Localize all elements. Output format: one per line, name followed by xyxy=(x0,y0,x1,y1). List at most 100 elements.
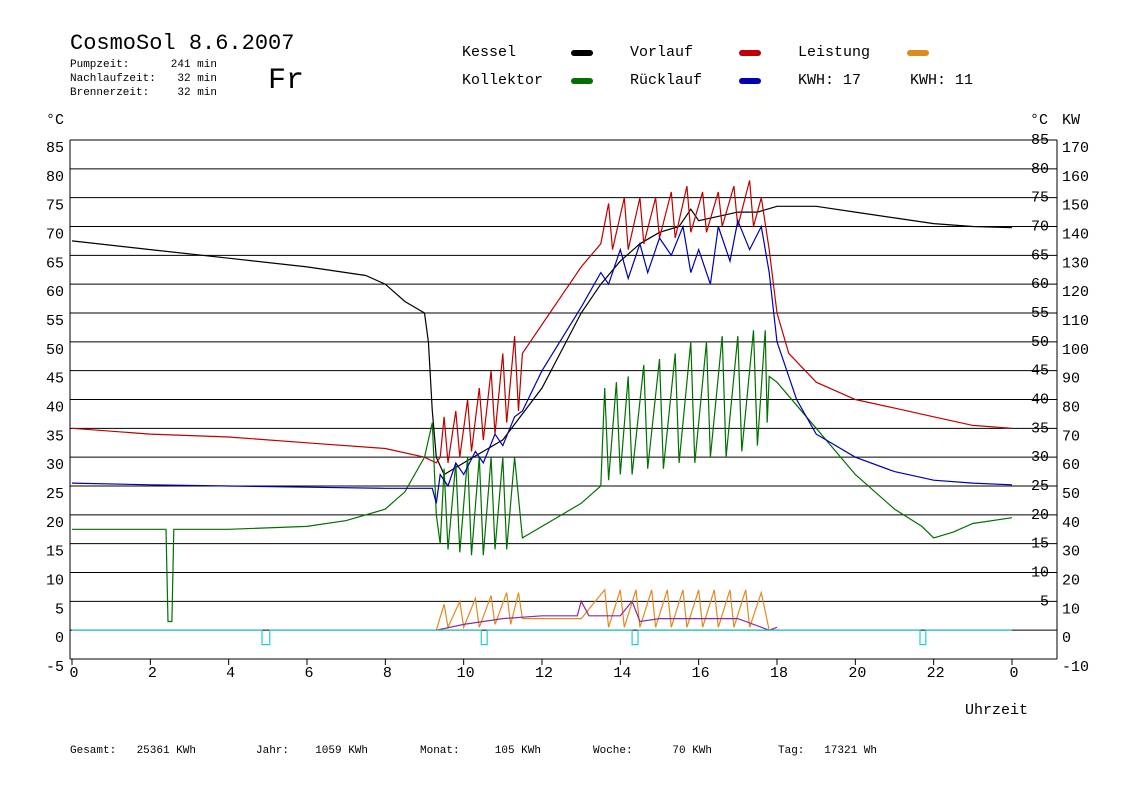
y2-tick-label: 80 xyxy=(1062,399,1080,416)
y2-tick-label: 140 xyxy=(1062,226,1089,243)
y2-tick-label: 30 xyxy=(1062,544,1080,561)
x-axis-label: Uhrzeit xyxy=(965,702,1028,719)
footer-label: Woche: xyxy=(593,745,633,757)
y2-unit: KW xyxy=(1062,112,1080,129)
y2-tick-label: 50 xyxy=(1062,486,1080,503)
y2-tick-label: 150 xyxy=(1062,198,1089,215)
weekday: Fr xyxy=(268,64,304,98)
y2-tick-label: 20 xyxy=(1062,572,1080,589)
y-right-tick-label: 80 xyxy=(1031,161,1049,178)
chart-title: CosmoSol 8.6.2007 xyxy=(70,31,294,56)
footer-value: 70 KWh xyxy=(672,745,712,757)
y-tick-label: 20 xyxy=(46,515,64,532)
y-right-tick-label: 70 xyxy=(1031,218,1049,235)
y-right-tick-label: 55 xyxy=(1031,305,1049,322)
y-tick-label: 75 xyxy=(46,198,64,215)
y-tick-label: 25 xyxy=(46,486,64,503)
series-line xyxy=(71,218,1013,504)
x-tick-label: 18 xyxy=(770,665,788,682)
x-tick-label: 10 xyxy=(457,665,475,682)
y-right-tick-label: 35 xyxy=(1031,420,1049,437)
info-label: Nachlaufzeit: xyxy=(70,73,156,85)
y-right-tick-label: 15 xyxy=(1031,536,1049,553)
legend-label: Leistung xyxy=(798,44,870,61)
y-tick-label: 70 xyxy=(46,226,64,243)
y-tick-label: 60 xyxy=(46,284,64,301)
x-tick-label: 4 xyxy=(226,665,235,682)
y-right-tick-label: 30 xyxy=(1031,449,1049,466)
series-line xyxy=(71,180,1013,464)
y-right-tick-label: 10 xyxy=(1031,564,1049,581)
x-tick-label: 0 xyxy=(69,665,78,682)
y2-tick-label: 160 xyxy=(1062,169,1089,186)
footer-label: Monat: xyxy=(420,745,460,757)
footer-value: 105 KWh xyxy=(495,745,541,757)
info-value: 32 min xyxy=(177,73,217,85)
y-tick-label: 80 xyxy=(46,169,64,186)
y-right-tick-label: 25 xyxy=(1031,478,1049,495)
y-right-tick-label: 65 xyxy=(1031,247,1049,264)
y-tick-label: 5 xyxy=(55,601,64,618)
footer-value: 17321 Wh xyxy=(824,745,877,757)
x-tick-label: 22 xyxy=(927,665,945,682)
x-tick-label: 0 xyxy=(1009,665,1018,682)
y2-tick-label: 110 xyxy=(1062,313,1089,330)
info-value: 32 min xyxy=(177,87,217,99)
y2-tick-label: 0 xyxy=(1062,630,1071,647)
footer-label: Gesamt: xyxy=(70,745,116,757)
info-label: Brennerzeit: xyxy=(70,87,149,99)
y-right-tick-label: 20 xyxy=(1031,507,1049,524)
y-right-tick-label: 50 xyxy=(1031,334,1049,351)
y-tick-label: 85 xyxy=(46,140,64,157)
y-tick-label: 45 xyxy=(46,371,64,388)
y-tick-label: -5 xyxy=(46,659,64,676)
y2-tick-label: 60 xyxy=(1062,457,1080,474)
series-line xyxy=(435,588,770,631)
x-tick-label: 14 xyxy=(613,665,631,682)
y-right-tick-label: 85 xyxy=(1031,132,1049,149)
series-line xyxy=(72,330,1013,623)
y-right-tick-label: 40 xyxy=(1031,391,1049,408)
y2-tick-label: 40 xyxy=(1062,515,1080,532)
y-tick-label: 0 xyxy=(55,630,64,647)
x-tick-label: 2 xyxy=(148,665,157,682)
footer-label: Jahr: xyxy=(256,745,289,757)
y-tick-label: 30 xyxy=(46,457,64,474)
y2-tick-label: 170 xyxy=(1062,140,1089,157)
info-value: 241 min xyxy=(171,59,217,71)
y-tick-label: 10 xyxy=(46,572,64,589)
kwh-label: KWH: 11 xyxy=(910,72,973,89)
y-right-tick-label: 45 xyxy=(1031,363,1049,380)
kwh-label: KWH: 17 xyxy=(798,72,861,89)
x-tick-label: 16 xyxy=(692,665,710,682)
y-tick-label: 65 xyxy=(46,255,64,272)
y-tick-label: 55 xyxy=(46,313,64,330)
x-tick-label: 8 xyxy=(383,665,392,682)
y-right-tick-label: 75 xyxy=(1031,190,1049,207)
footer-value: 25361 KWh xyxy=(137,745,196,757)
y-right-tick-label: 5 xyxy=(1040,593,1049,610)
y-tick-label: 40 xyxy=(46,399,64,416)
x-tick-label: 6 xyxy=(304,665,313,682)
footer-value: 1059 KWh xyxy=(315,745,368,757)
y2-tick-label: 90 xyxy=(1062,371,1080,388)
footer-label: Tag: xyxy=(778,745,804,757)
y-tick-label: 50 xyxy=(46,342,64,359)
x-tick-label: 20 xyxy=(848,665,866,682)
info-label: Pumpzeit: xyxy=(70,59,129,71)
series-line xyxy=(71,205,1013,476)
legend-label: Rücklauf xyxy=(630,72,702,89)
y2-tick-label: 70 xyxy=(1062,428,1080,445)
legend-label: Kessel xyxy=(462,44,516,61)
y-tick-label: 35 xyxy=(46,428,64,445)
series-line xyxy=(72,629,1012,646)
x-tick-label: 12 xyxy=(535,665,553,682)
legend-label: Kollektor xyxy=(462,72,543,89)
legend-label: Vorlauf xyxy=(630,44,693,61)
y2-tick-label: -10 xyxy=(1062,659,1089,676)
series-line xyxy=(436,599,778,631)
y2-tick-label: 100 xyxy=(1062,342,1089,359)
y2-tick-label: 120 xyxy=(1062,284,1089,301)
y-tick-label: 15 xyxy=(46,544,64,561)
